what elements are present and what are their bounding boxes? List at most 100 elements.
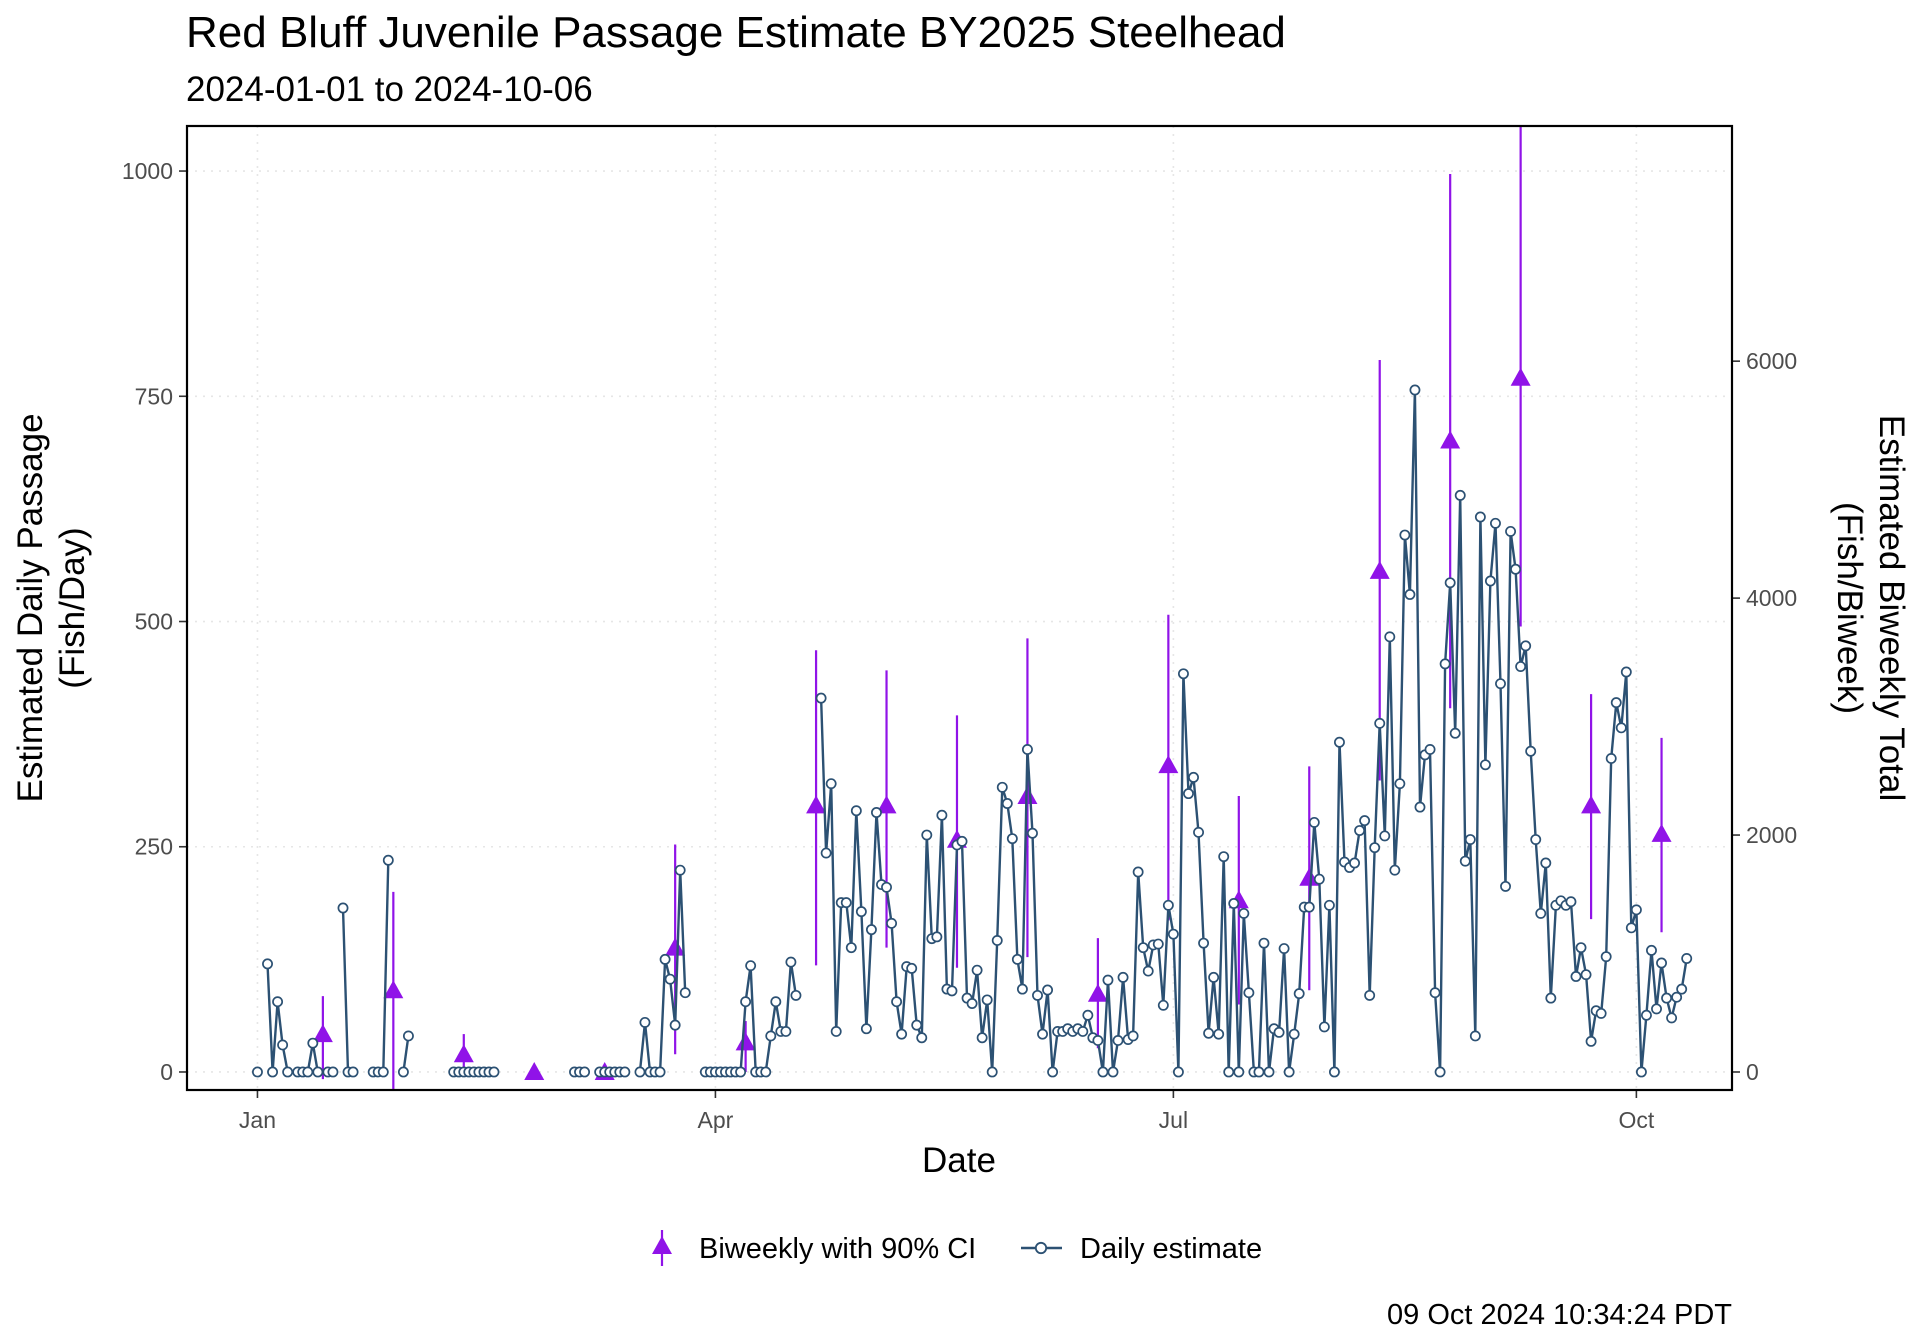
daily-point	[1580, 969, 1592, 981]
daily-point	[1505, 525, 1517, 537]
daily-point	[830, 1025, 842, 1037]
daily-point	[906, 962, 918, 974]
daily-point	[1142, 965, 1154, 977]
daily-point	[1127, 1030, 1139, 1042]
daily-point	[579, 1066, 591, 1078]
y-right-axis-title: Estimated Biweekly Total (Fish/Biweek)	[1830, 415, 1911, 801]
x-tick-label: Jul	[1159, 1107, 1188, 1133]
x-tick-label: Oct	[1618, 1107, 1654, 1133]
biweekly-point	[876, 795, 897, 814]
y-right-tick-label: 4000	[1746, 585, 1797, 611]
daily-point	[1042, 984, 1054, 996]
daily-point	[1354, 825, 1366, 836]
biweekly-point	[1299, 867, 1320, 886]
x-tick-label: Jan	[239, 1107, 276, 1133]
daily-point	[745, 960, 757, 972]
timestamp-caption: 09 Oct 2024 10:34:24 PDT	[1387, 1299, 1732, 1331]
biweekly-point	[1158, 755, 1179, 774]
daily-point	[619, 1066, 631, 1078]
daily-point	[1444, 577, 1456, 589]
daily-point	[1228, 898, 1240, 909]
daily-point	[1615, 722, 1627, 734]
daily-point	[1011, 953, 1023, 965]
daily-point	[840, 897, 852, 909]
daily-point	[1545, 992, 1557, 1004]
daily-point	[402, 1030, 414, 1042]
daily-point	[1218, 851, 1230, 863]
daily-point	[1409, 384, 1421, 396]
daily-point	[1308, 816, 1320, 828]
chart-subtitle: 2024-01-01 to 2024-10-06	[186, 70, 593, 109]
daily-point	[1183, 788, 1194, 800]
daily-point	[1540, 857, 1552, 869]
daily-point	[1288, 1028, 1300, 1040]
daily-point	[1258, 937, 1270, 949]
daily-point	[1656, 957, 1667, 969]
daily-point	[886, 917, 898, 929]
daily-line-segment	[373, 860, 390, 1074]
daily-point	[277, 1039, 289, 1051]
grid	[187, 126, 1732, 1090]
daily-point	[1293, 988, 1305, 1000]
daily-point	[1132, 866, 1144, 878]
y-right-tick-label: 6000	[1746, 348, 1797, 374]
legend-daily-marker	[1034, 1241, 1048, 1255]
daily-point	[1238, 907, 1250, 919]
daily-point	[1666, 1012, 1678, 1024]
daily-point	[911, 1019, 923, 1031]
daily-point	[860, 1023, 872, 1035]
daily-point	[1203, 1027, 1215, 1039]
daily-point	[1223, 1066, 1235, 1078]
daily-point	[252, 1066, 263, 1078]
y-right-tick-label: 0	[1746, 1059, 1759, 1085]
daily-point	[1027, 827, 1038, 839]
daily-point	[1635, 1066, 1647, 1078]
daily-point	[679, 987, 691, 999]
daily-point	[1394, 778, 1406, 790]
legend-biweekly-triangle	[652, 1236, 672, 1254]
daily-point	[1424, 743, 1436, 755]
daily-point	[991, 934, 1003, 946]
daily-point	[1530, 834, 1542, 845]
daily-point	[1364, 989, 1376, 1001]
biweekly-point	[665, 937, 686, 956]
daily-point	[1464, 834, 1476, 845]
daily-point	[1484, 575, 1496, 587]
daily-point	[1535, 907, 1547, 919]
daily-point	[1671, 991, 1683, 1003]
daily-point	[1032, 989, 1043, 1001]
biweekly-point	[524, 1061, 545, 1080]
daily-point	[302, 1066, 314, 1078]
daily-point	[956, 835, 968, 847]
daily-point	[282, 1066, 294, 1078]
chart-title: Red Bluff Juvenile Passage Estimate BY20…	[186, 8, 1286, 57]
daily-point	[865, 924, 877, 936]
daily-point	[921, 829, 933, 841]
daily-point	[1273, 1026, 1285, 1038]
daily-point	[946, 985, 958, 997]
legend: Biweekly with 90% CI Daily estimate	[652, 1230, 1262, 1266]
daily-point	[1434, 1066, 1446, 1078]
daily-point	[1449, 727, 1461, 739]
daily-point	[1676, 983, 1688, 995]
daily-point	[327, 1066, 339, 1078]
daily-point	[382, 854, 394, 866]
daily-point	[669, 1019, 681, 1031]
legend-biweekly-label: Biweekly with 90% CI	[699, 1233, 976, 1265]
biweekly-point	[453, 1044, 474, 1063]
biweekly-point	[1510, 367, 1531, 386]
daily-point	[1157, 999, 1169, 1011]
daily-point	[1495, 678, 1506, 690]
daily-point	[1681, 953, 1693, 964]
daily-point	[1359, 815, 1371, 827]
daily-point	[1439, 658, 1451, 670]
y-left-tick-label: 750	[135, 383, 173, 409]
daily-point	[1263, 1066, 1275, 1078]
daily-point	[1630, 904, 1642, 916]
legend-daily-label: Daily estimate	[1080, 1233, 1262, 1265]
y-left-ticks: 0 250 500 750 1000	[122, 158, 187, 1085]
daily-point	[377, 1066, 389, 1078]
daily-series	[252, 384, 1693, 1078]
daily-point	[1565, 896, 1577, 908]
daily-point	[639, 1016, 651, 1028]
